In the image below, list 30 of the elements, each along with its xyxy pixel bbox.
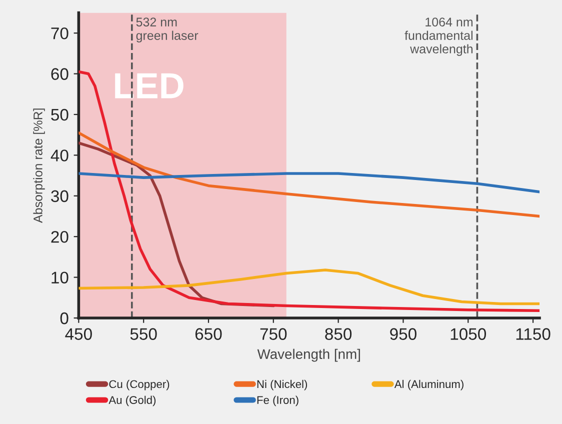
x-tick-label: 750 [260, 328, 287, 340]
legend-label: Cu (Copper) [109, 380, 170, 390]
y-tick-label: 10 [52, 272, 68, 284]
line-series [78, 70, 540, 312]
y-tick-label: 30 [51, 190, 68, 202]
x-axis-title: Wavelength [nm] [257, 348, 360, 362]
y-tick-label: 20 [51, 230, 68, 243]
x-tick-label: 450 [65, 328, 92, 340]
x-tick-label: 850 [325, 328, 352, 340]
band-label: LED [115, 73, 184, 98]
ref-line-label: 532 nm green laser [136, 18, 198, 42]
y-tick-label: 70 [51, 27, 68, 40]
x-tick-label: 1050 [450, 328, 486, 340]
x-tick-label: 650 [195, 328, 222, 340]
line-series [78, 172, 540, 194]
line-series [78, 131, 540, 218]
legend-label: Al (Aluminum) [394, 380, 464, 390]
x-tick-label: 550 [130, 328, 157, 340]
line-series [78, 268, 540, 306]
y-tick-label: 50 [51, 108, 68, 121]
y-tick-label: 40 [50, 150, 68, 162]
y-tick-label: 60 [51, 68, 68, 80]
y-tick-label: 0 [60, 312, 68, 324]
legend-label: Fe (Iron) [257, 396, 298, 406]
x-tick-label: 950 [390, 328, 416, 340]
y-axis-title: Absorption rate [%R] [33, 108, 45, 223]
legend-label: Au (Gold) [108, 396, 156, 406]
x-tick-label: 1150 [516, 328, 550, 340]
legend-label: Ni (Nickel) [257, 380, 308, 390]
ref-line-label: 1064 nm fundamental wavelength [404, 18, 473, 56]
